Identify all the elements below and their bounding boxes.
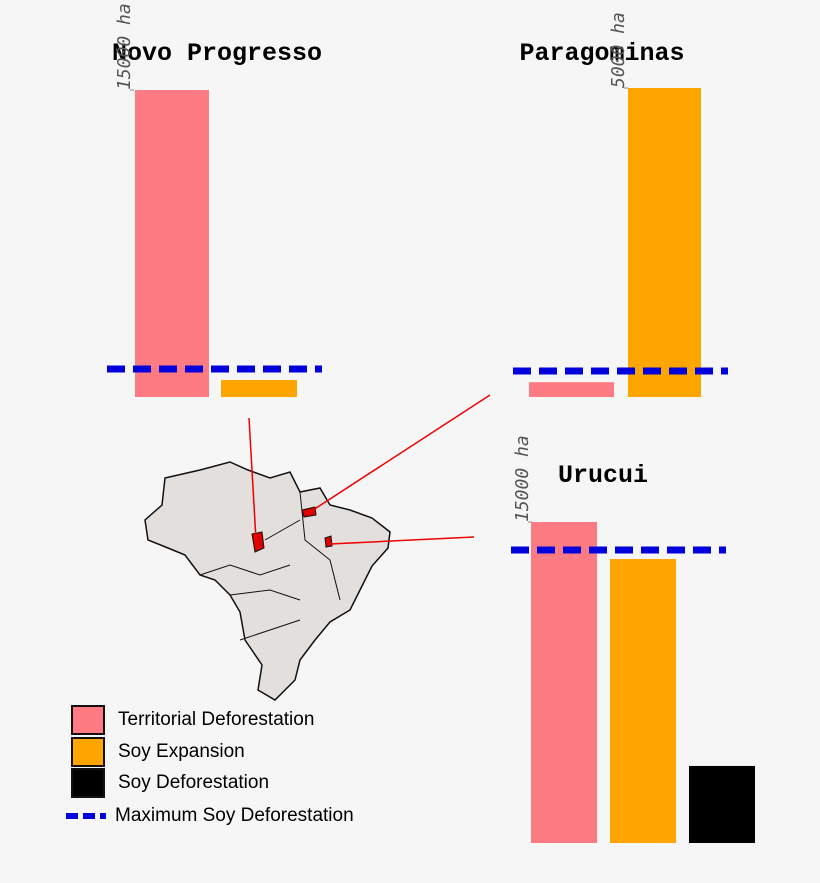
bar	[610, 559, 676, 843]
bar	[529, 382, 614, 397]
legend-swatch	[71, 768, 105, 798]
legend-swatch	[71, 737, 105, 767]
state-borders	[199, 491, 341, 641]
bar	[531, 522, 597, 843]
legend-label: Soy Deforestation	[118, 772, 269, 793]
y-tick-label: 15000 ha	[114, 3, 135, 90]
connector	[248, 417, 257, 541]
y-tick-label: 5000 ha	[608, 12, 629, 88]
chart-title: Urucui	[558, 461, 648, 490]
legend-label: Territorial Deforestation	[118, 709, 314, 730]
connector	[309, 394, 491, 513]
legend-label: Soy Expansion	[118, 741, 245, 762]
chart-title: Novo Progresso	[112, 39, 322, 68]
map	[144, 394, 491, 701]
region-urucui	[324, 535, 333, 548]
bar	[628, 88, 701, 397]
legend-label: Maximum Soy Deforestation	[115, 805, 354, 826]
bar	[135, 90, 209, 397]
brazil-outline	[144, 461, 391, 701]
chart-title: Paragominas	[519, 39, 684, 68]
bar	[221, 380, 297, 397]
region-novo-progresso	[251, 531, 265, 553]
bar	[689, 765, 755, 843]
legend-swatch	[71, 705, 105, 735]
y-tick-label: 15000 ha	[512, 435, 533, 522]
connector	[329, 536, 475, 545]
